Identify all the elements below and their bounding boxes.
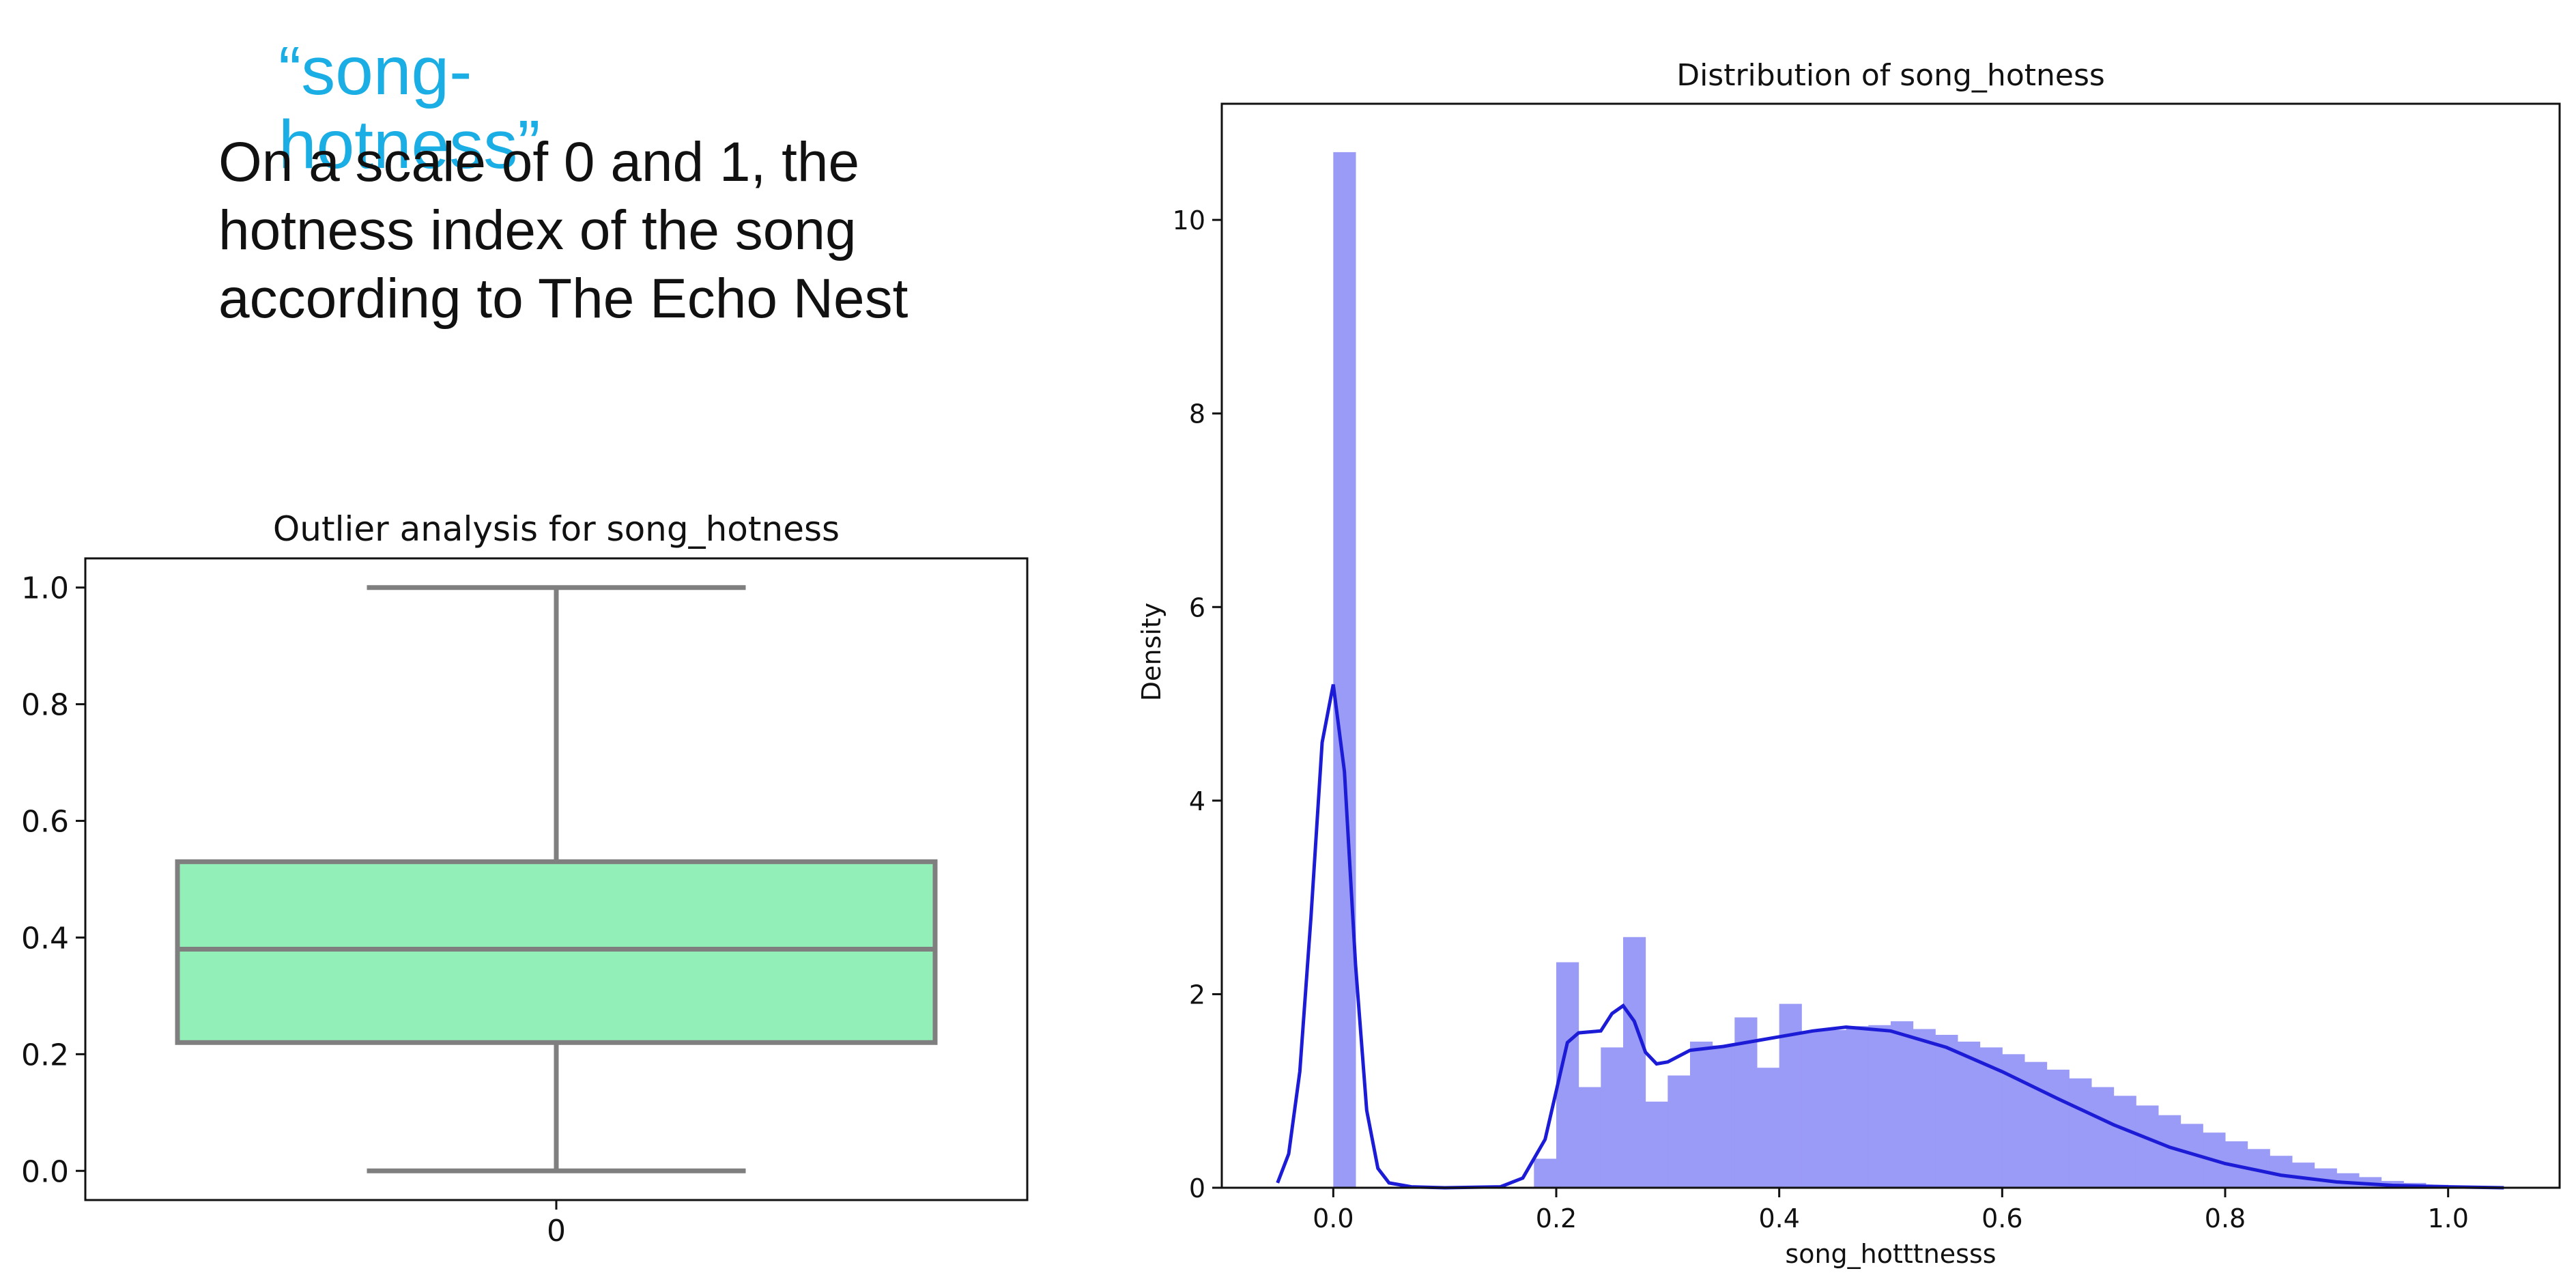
histogram-x-tick-label: 0.6 — [1981, 1203, 2022, 1233]
slide-description: On a scale of 0 and 1, the hotness index… — [218, 131, 908, 330]
box-chart-title: Outlier analysis for song_hotness — [273, 509, 840, 549]
histogram-bar — [2113, 1096, 2136, 1188]
box-chart: Outlier analysis for song_hotness 0.0 0.2… — [21, 509, 1029, 1249]
histogram-x-tick-label: 0.8 — [2205, 1203, 2246, 1233]
histogram-bar — [1913, 1029, 1936, 1188]
histogram-bar — [2136, 1105, 2159, 1188]
histogram-bar — [2024, 1061, 2048, 1188]
box-plot-frame — [84, 557, 1029, 1201]
histogram-bar — [1891, 1021, 1914, 1188]
histogram-bar — [2158, 1115, 2181, 1188]
histogram-x-axis: 0.0 0.2 0.4 0.6 0.8 1.0 — [1313, 1188, 2469, 1233]
box-marks — [175, 585, 938, 1173]
box-y-tick-label: 0.0 — [21, 1154, 69, 1189]
histogram-bar — [1623, 937, 1646, 1188]
box-y-tick-label: 0.4 — [21, 921, 69, 956]
histogram-title: Distribution of song_hotness — [1676, 58, 2105, 93]
histogram-bar — [1958, 1041, 1981, 1188]
histogram-bar — [1779, 1003, 1802, 1188]
histogram-chart: Distribution of song_hotness 0 2 4 6 8 10 0.0… — [1136, 58, 2561, 1269]
histogram-bar — [1645, 1101, 1668, 1188]
histogram-frame — [1220, 102, 2561, 1189]
box-x-tick-label: 0 — [547, 1214, 566, 1249]
histogram-bar — [1578, 1087, 1601, 1188]
histogram-y-tick-label: 2 — [1189, 980, 1205, 1010]
histogram-bar — [1801, 1031, 1824, 1188]
histogram-bar — [2292, 1162, 2315, 1188]
histogram-x-tick-label: 0.0 — [1313, 1203, 1354, 1233]
histogram-y-tick-label: 8 — [1189, 399, 1205, 429]
box-y-tick-label: 0.8 — [21, 688, 69, 723]
histogram-bar — [2270, 1156, 2293, 1188]
histogram-bar — [1534, 1158, 1557, 1188]
histogram-bar — [1757, 1068, 1780, 1188]
histogram-bar — [2069, 1078, 2092, 1188]
histogram-bar — [1333, 152, 1356, 1188]
histogram-y-axis: 0 2 4 6 8 10 — [1173, 205, 1222, 1203]
histogram-bar — [2046, 1070, 2070, 1188]
histogram-bar — [1734, 1017, 1758, 1188]
histogram-bar — [2091, 1087, 2115, 1188]
histogram-bar — [1824, 1029, 1847, 1188]
box-x-axis: 0 — [547, 1200, 566, 1249]
box-iqr — [175, 859, 938, 1045]
histogram-y-tick-label: 6 — [1189, 593, 1205, 623]
histogram-y-label: Density — [1136, 603, 1167, 701]
box-y-tick-label: 0.6 — [21, 805, 69, 840]
box-y-tick-label: 0.2 — [21, 1038, 69, 1072]
histogram-y-tick-label: 0 — [1189, 1173, 1205, 1203]
histogram-x-tick-label: 0.4 — [1758, 1203, 1799, 1233]
histogram-bar — [1668, 1075, 1691, 1188]
histogram-bar — [1868, 1025, 1891, 1188]
box-y-tick-label: 1.0 — [21, 571, 69, 606]
histogram-bar — [1935, 1034, 1958, 1188]
histogram-x-label: song_hotttnesss — [1785, 1239, 1996, 1269]
box-y-axis: 0.0 0.2 0.4 0.6 0.8 1.0 — [21, 571, 85, 1189]
histogram-x-tick-label: 0.2 — [1536, 1203, 1577, 1233]
histogram-x-tick-label: 1.0 — [2427, 1203, 2468, 1233]
slide-heading: “song-hotness” — [278, 33, 541, 183]
histogram-y-tick-label: 4 — [1189, 786, 1205, 816]
histogram-bar — [1601, 1047, 1624, 1188]
histogram-bars — [1333, 152, 2449, 1188]
histogram-bar — [1712, 1045, 1735, 1188]
histogram-bar — [1690, 1041, 1713, 1188]
kde-line — [1276, 684, 2504, 1190]
histogram-y-tick-label: 10 — [1173, 205, 1205, 236]
histogram-bar — [1846, 1026, 1869, 1188]
